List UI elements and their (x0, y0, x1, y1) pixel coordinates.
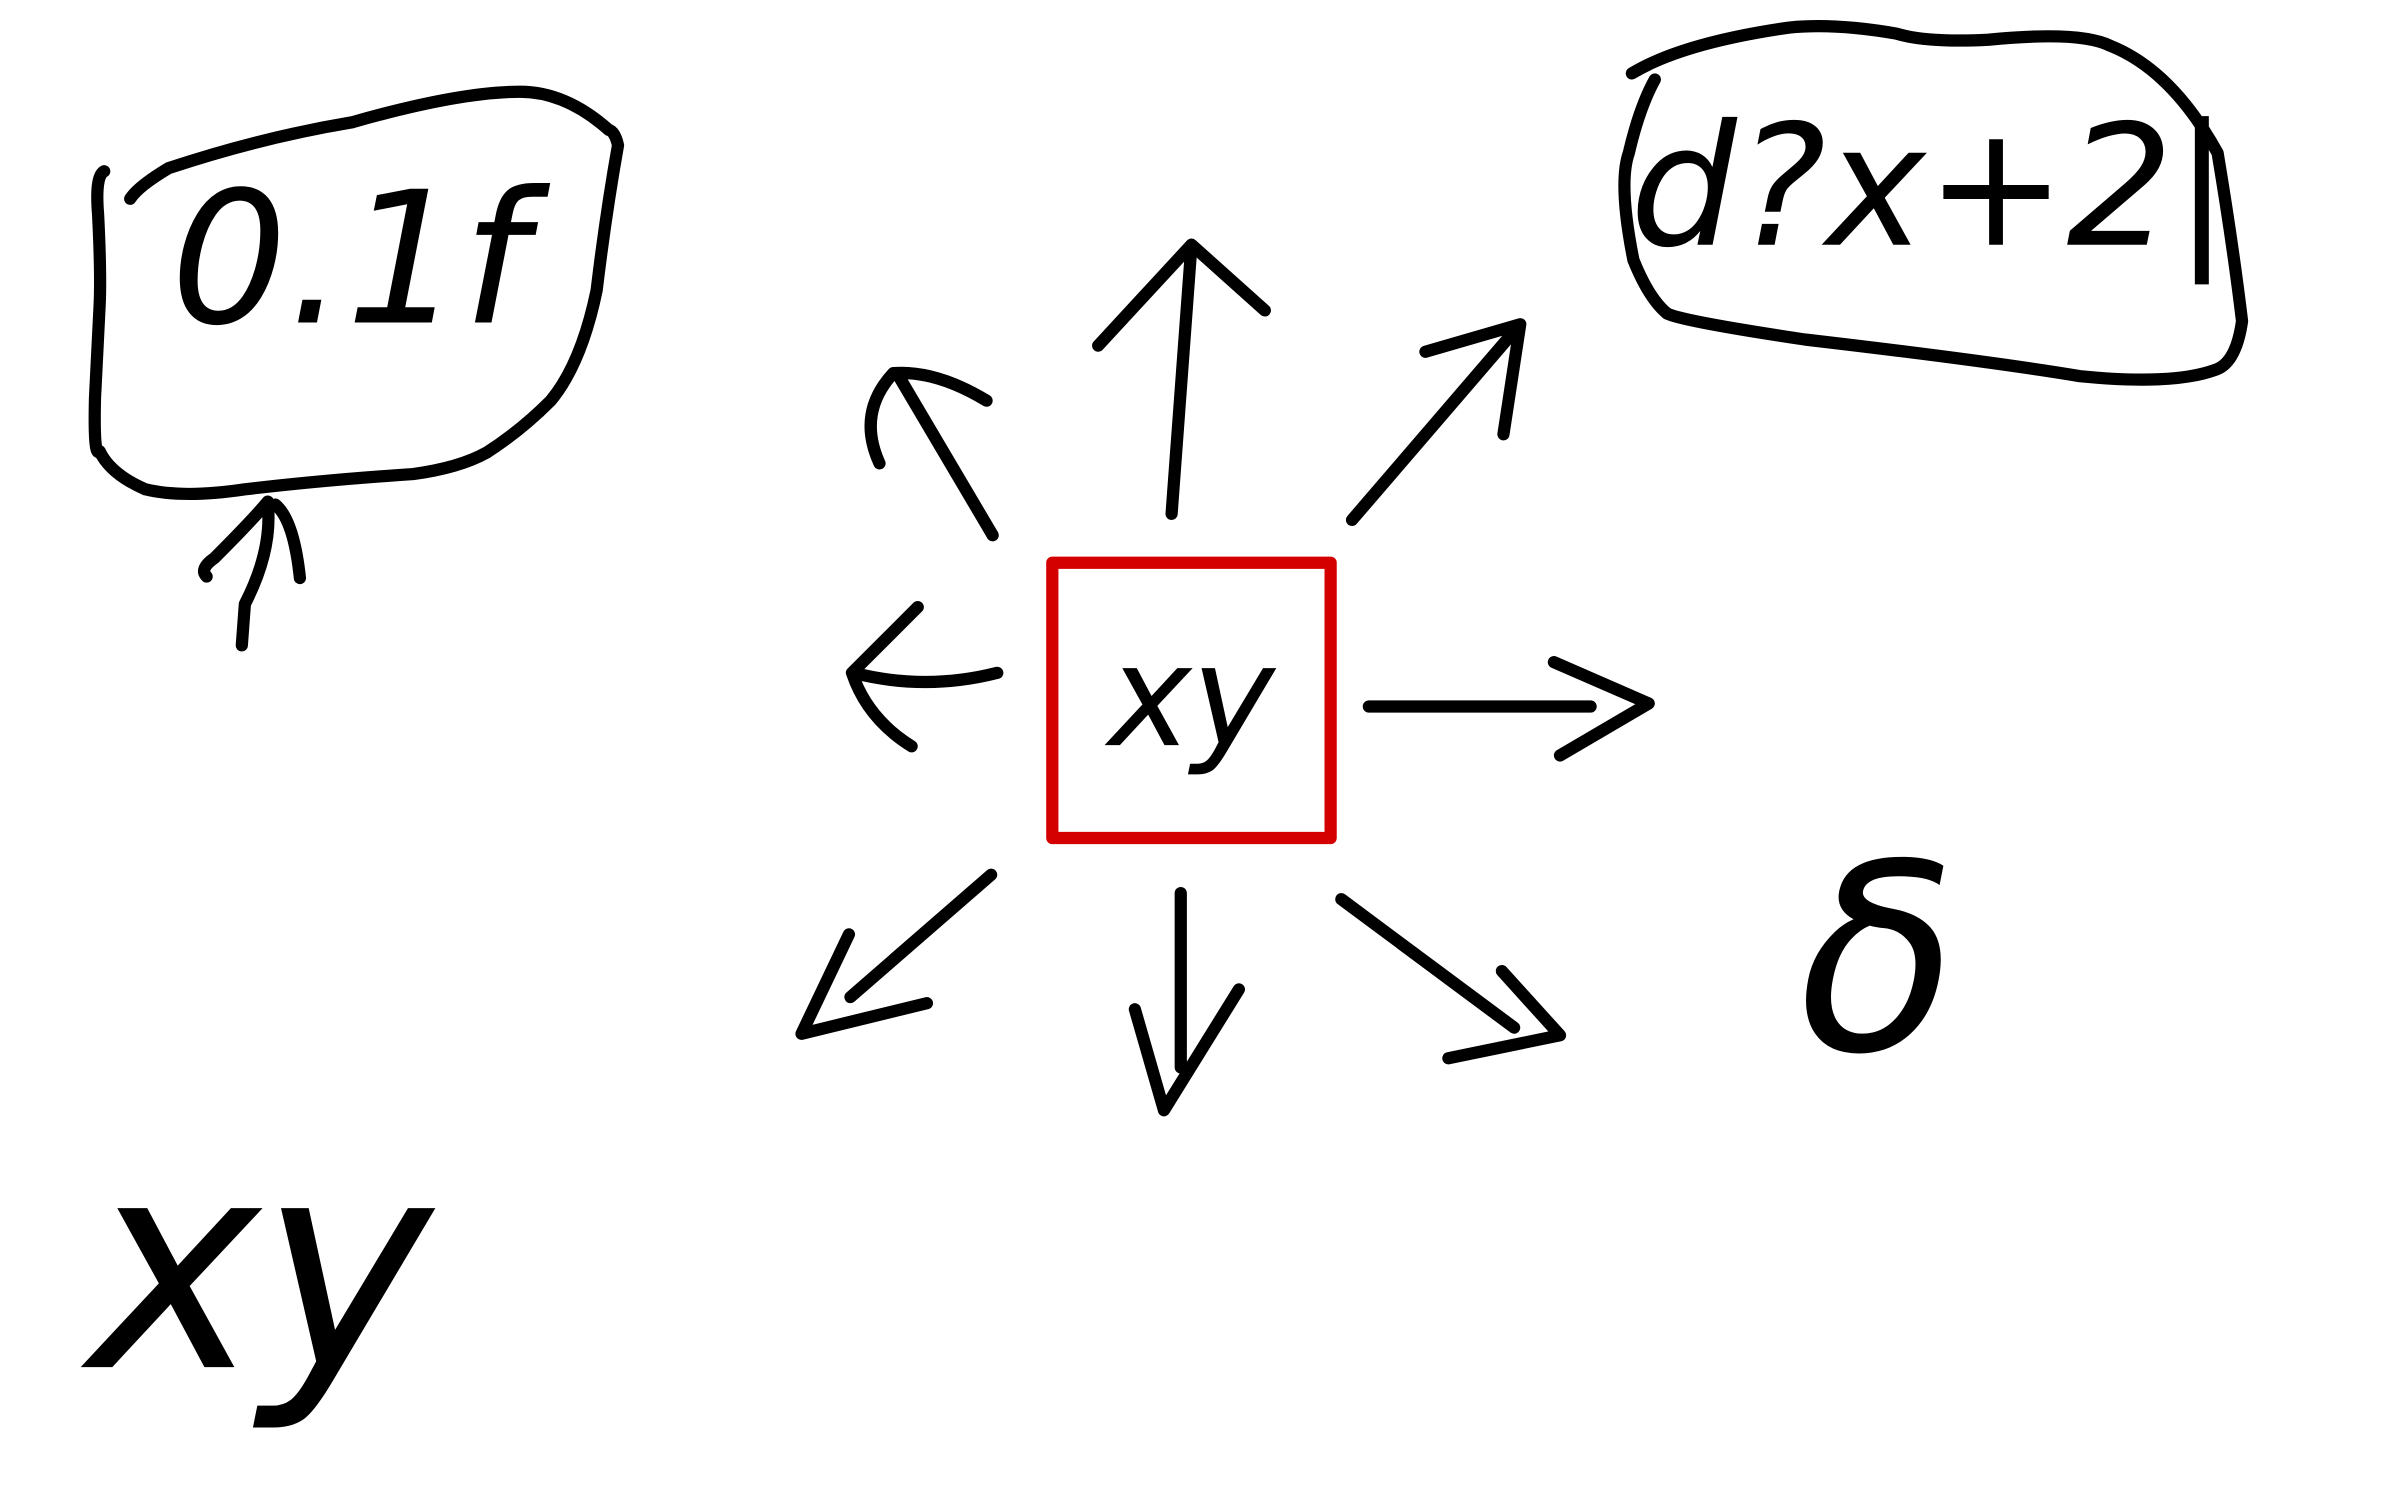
bottom-right-label: δ (1799, 810, 1958, 1112)
arrow-up-right (1345, 318, 1527, 527)
arrow-down-left (795, 868, 998, 1040)
arrow-right (1362, 656, 1655, 762)
bubble-top-right (1618, 20, 2249, 386)
small-arrow (198, 495, 307, 652)
center-box (1046, 556, 1337, 845)
top-left-label: 0.1f (171, 153, 551, 366)
arrow-up-left (864, 366, 999, 542)
arrow-down (1128, 886, 1245, 1117)
arrow-left (845, 600, 1004, 753)
bubble-top-left (88, 85, 625, 501)
bottom-left-label: xy (79, 1097, 437, 1436)
center-label: xy (1104, 615, 1276, 779)
top-right-label: d?x+2| (1630, 89, 2230, 285)
arrow-up (1092, 238, 1271, 520)
arrow-down-right (1335, 893, 1567, 1065)
arrows (198, 238, 1655, 1117)
